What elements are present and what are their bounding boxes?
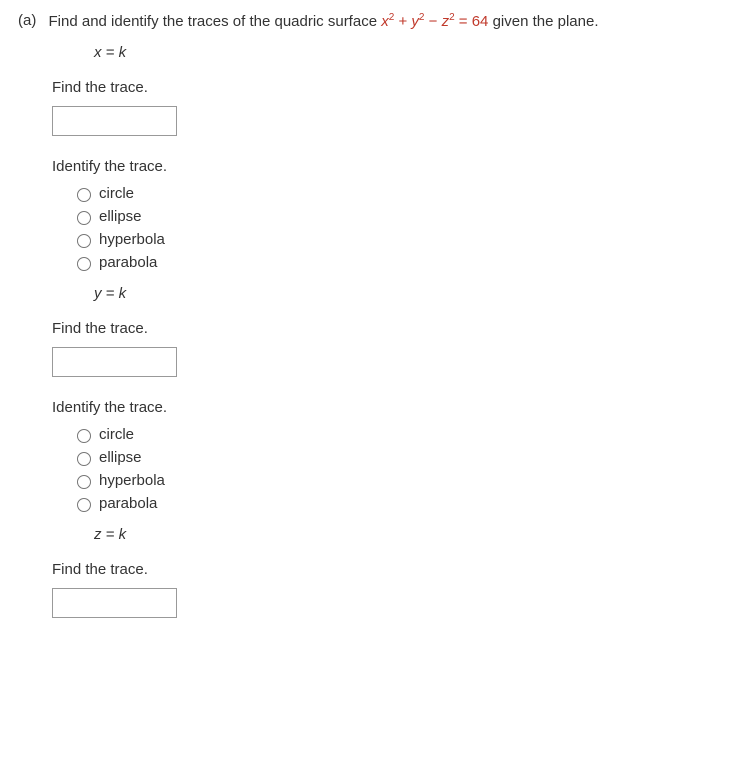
option-label: hyperbola [99, 472, 165, 489]
option-label: parabola [99, 254, 157, 271]
option-label: hyperbola [99, 231, 165, 248]
prompt-pre: Find and identify the traces of the quad… [49, 13, 382, 30]
radio-hyperbola[interactable] [77, 475, 91, 489]
plane-z: z = k [94, 526, 714, 543]
section-x: x = k Find the trace. Identify the trace… [52, 44, 714, 618]
find-trace-label: Find the trace. [52, 561, 714, 578]
option-parabola[interactable]: parabola [72, 254, 714, 271]
trace-input-z[interactable] [52, 588, 177, 618]
prompt-text: Find and identify the traces of the quad… [49, 13, 599, 30]
identify-trace-label: Identify the trace. [52, 158, 714, 175]
find-trace-label: Find the trace. [52, 79, 714, 96]
option-parabola[interactable]: parabola [72, 495, 714, 512]
option-circle[interactable]: circle [72, 185, 714, 202]
radio-ellipse[interactable] [77, 452, 91, 466]
trace-input-y[interactable] [52, 347, 177, 377]
option-hyperbola[interactable]: hyperbola [72, 231, 714, 248]
radio-hyperbola[interactable] [77, 234, 91, 248]
options-y: circle ellipse hyperbola parabola [72, 426, 714, 512]
option-label: parabola [99, 495, 157, 512]
option-label: circle [99, 185, 134, 202]
trace-input-x[interactable] [52, 106, 177, 136]
radio-ellipse[interactable] [77, 211, 91, 225]
option-ellipse[interactable]: ellipse [72, 208, 714, 225]
plane-y: y = k [94, 285, 714, 302]
radio-circle[interactable] [77, 429, 91, 443]
option-circle[interactable]: circle [72, 426, 714, 443]
find-trace-label: Find the trace. [52, 320, 714, 337]
option-label: ellipse [99, 208, 142, 225]
identify-trace-label: Identify the trace. [52, 399, 714, 416]
option-label: circle [99, 426, 134, 443]
option-label: ellipse [99, 449, 142, 466]
plane-x: x = k [94, 44, 714, 61]
prompt-post: given the plane. [488, 13, 598, 30]
options-x: circle ellipse hyperbola parabola [72, 185, 714, 271]
radio-parabola[interactable] [77, 257, 91, 271]
option-ellipse[interactable]: ellipse [72, 449, 714, 466]
question-header: (a) Find and identify the traces of the … [18, 12, 714, 30]
part-label: (a) [18, 12, 36, 29]
radio-parabola[interactable] [77, 498, 91, 512]
radio-circle[interactable] [77, 188, 91, 202]
option-hyperbola[interactable]: hyperbola [72, 472, 714, 489]
equation: x2 + y2 − z2 = 64 [381, 13, 488, 30]
